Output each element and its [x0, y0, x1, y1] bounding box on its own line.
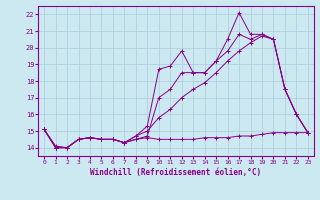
X-axis label: Windchill (Refroidissement éolien,°C): Windchill (Refroidissement éolien,°C) [91, 168, 261, 177]
